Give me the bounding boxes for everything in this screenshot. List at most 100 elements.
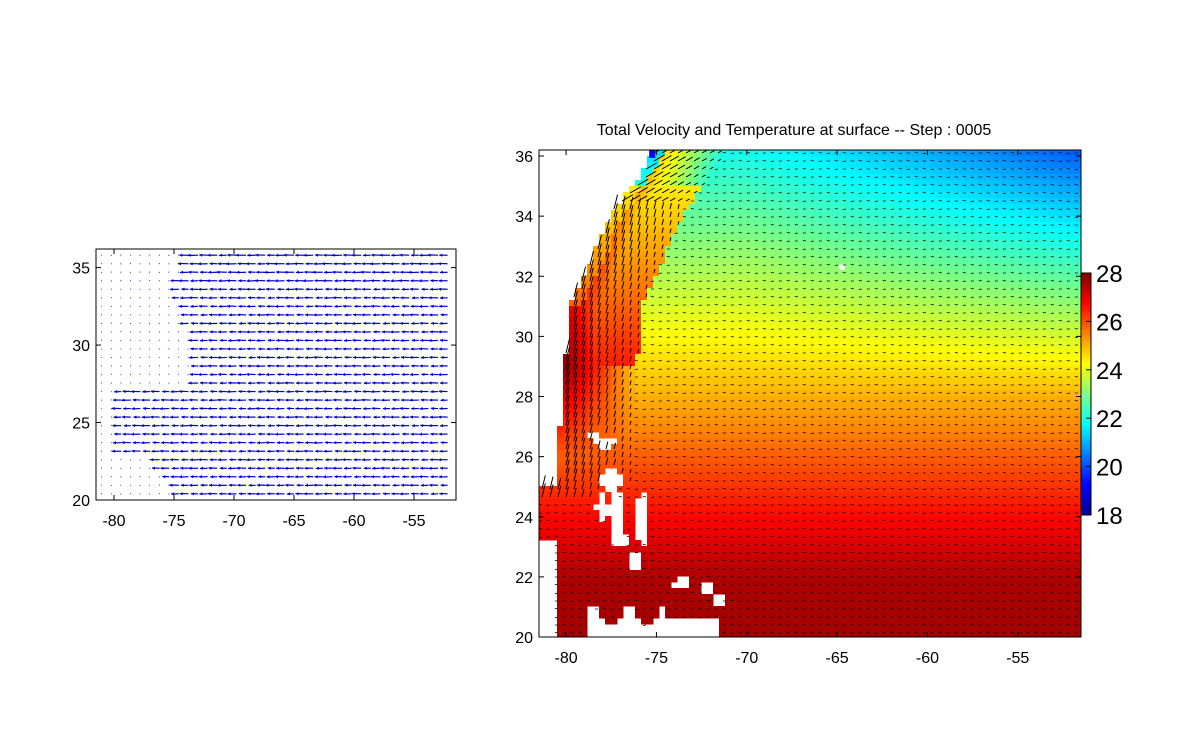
heatmap-cell: [749, 288, 756, 295]
heatmap-cell: [893, 186, 900, 193]
heatmap-cell: [1073, 282, 1080, 289]
heatmap-cell: [983, 222, 990, 229]
heatmap-cell: [869, 216, 876, 223]
heatmap-cell: [851, 318, 858, 325]
heatmap-cell: [947, 246, 954, 253]
quiver-arrow-head: [217, 483, 221, 487]
quiver-arrow-head: [370, 262, 374, 266]
heatmap-cell: [959, 162, 966, 169]
heatmap-cell: [833, 156, 840, 163]
heatmap-cell: [737, 252, 744, 259]
heatmap-cell: [707, 228, 714, 235]
quiver-arrow-head: [402, 432, 406, 436]
heatmap-cell: [929, 186, 936, 193]
quiver-arrow-head: [438, 475, 442, 479]
heatmap-cell: [797, 366, 804, 373]
heatmap-cell: [779, 360, 786, 367]
heatmap-cell: [797, 336, 804, 343]
heatmap-cell: [929, 228, 936, 235]
heatmap-cell: [809, 348, 816, 355]
quiver-arrow-head: [400, 270, 404, 274]
heatmap-cell: [923, 198, 930, 205]
heatmap-cell: [1007, 264, 1014, 271]
heatmap-cell: [863, 282, 870, 289]
quiver-arrow-head: [333, 313, 337, 317]
heatmap-cell: [665, 240, 672, 247]
heatmap-cell: [857, 186, 864, 193]
heatmap-cell: [929, 336, 936, 343]
heatmap-cell: [929, 204, 936, 211]
quiver-arrow-head: [399, 253, 403, 257]
quiver-arrow-head: [275, 475, 278, 479]
quiver-arrow-head: [246, 389, 250, 394]
quiver-arrow-head: [411, 253, 415, 257]
heatmap-cell: [641, 324, 648, 331]
heatmap-cell: [689, 282, 696, 289]
heatmap-cell: [893, 366, 900, 373]
heatmap-cell: [989, 228, 996, 235]
heatmap-cell: [779, 300, 786, 307]
heatmap-cell: [719, 258, 726, 265]
heatmap-cell: [1073, 204, 1080, 211]
quiver-arrow-head: [178, 279, 182, 283]
heatmap-cell: [989, 300, 996, 307]
heatmap-cell: [725, 366, 732, 373]
heatmap-cell: [1001, 276, 1008, 283]
heatmap-cell: [893, 198, 900, 205]
heatmap-cell: [875, 348, 882, 355]
quiver-arrow-head: [285, 483, 289, 487]
heatmap-cell: [737, 180, 744, 187]
quiver-arrow-head: [286, 389, 290, 394]
heatmap-cell: [983, 204, 990, 211]
heatmap-cell: [653, 270, 660, 277]
heatmap-cell: [1073, 312, 1080, 319]
heatmap-cell: [653, 336, 660, 343]
heatmap-cell: [911, 300, 918, 307]
quiver-arrow-head: [257, 483, 260, 487]
quiver-arrow-head: [315, 253, 319, 257]
quiver-arrow-head: [439, 270, 443, 274]
heatmap-cell: [755, 186, 762, 193]
heatmap-cell: [977, 306, 984, 313]
heatmap-cell: [797, 234, 804, 241]
heatmap-cell: [659, 276, 666, 283]
quiver-arrow-head: [189, 483, 193, 487]
heatmap-cell: [707, 156, 714, 163]
heatmap-cell: [1001, 336, 1008, 343]
quiver-arrow-head: [285, 313, 289, 317]
heatmap-cell: [1061, 354, 1068, 361]
quiver-arrow-head: [217, 398, 221, 402]
quiver-arrow-head: [306, 432, 310, 436]
heatmap-cell: [1055, 288, 1062, 295]
heatmap-cell: [791, 294, 798, 301]
quiver-arrow-head: [286, 432, 290, 436]
quiver-arrow-head: [114, 432, 118, 436]
heatmap-cell: [971, 222, 978, 229]
heatmap-cell: [917, 216, 924, 223]
quiver-arrow-head: [402, 347, 406, 351]
quiver-arrow-head: [372, 466, 376, 470]
heatmap-cell: [869, 258, 876, 265]
heatmap-cell: [683, 366, 690, 373]
heatmap-cell: [959, 270, 966, 277]
heatmap-cell: [1001, 300, 1008, 307]
heatmap-cell: [599, 342, 606, 349]
heatmap-cell: [641, 228, 648, 235]
heatmap-cell: [845, 180, 852, 187]
quiver-arrow-head: [333, 262, 337, 266]
heatmap-cell: [857, 216, 864, 223]
heatmap-cell: [959, 168, 966, 175]
heatmap-cell: [635, 240, 642, 247]
quiver-arrow-head: [361, 262, 365, 266]
quiver-arrow-head: [171, 406, 175, 411]
heatmap-cell: [773, 186, 780, 193]
quiver-arrow-head: [276, 424, 280, 428]
quiver-arrow-head: [383, 321, 386, 325]
heatmap-cell: [989, 174, 996, 181]
heatmap-cell: [1019, 294, 1026, 301]
heatmap-cell: [845, 186, 852, 193]
heatmap-cell: [647, 360, 654, 367]
heatmap-cell: [695, 324, 702, 331]
heatmap-cell: [887, 258, 894, 265]
heatmap-cell: [677, 210, 684, 217]
